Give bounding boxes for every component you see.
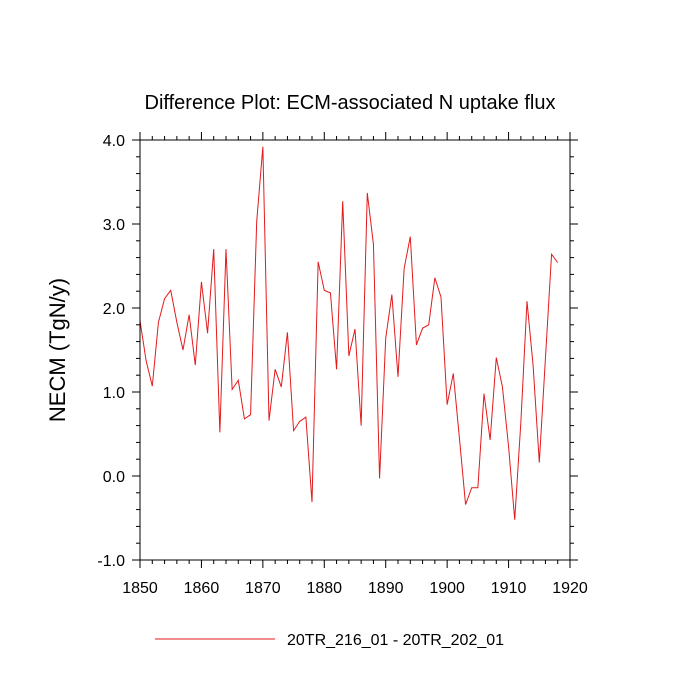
y-tick-label: 4.0 bbox=[103, 133, 125, 150]
x-tick-label: 1850 bbox=[122, 580, 158, 597]
x-tick-label: 1880 bbox=[306, 580, 342, 597]
plot-frame bbox=[139, 139, 571, 561]
x-tick-label: 1860 bbox=[184, 580, 220, 597]
y-tick-label: 2.0 bbox=[103, 301, 125, 318]
x-tick-label: 1920 bbox=[552, 580, 588, 597]
y-tick-label: 0.0 bbox=[103, 469, 125, 486]
plot-area: 1850 1860 1870 1880 1890 1900 1910 1920 -1.0 0.0 1… bbox=[97, 132, 588, 597]
y-tick-label: 1.0 bbox=[103, 385, 125, 402]
legend-entry-label: 20TR_216_01 - 20TR_202_01 bbox=[287, 632, 504, 649]
y-tick-label: -1.0 bbox=[97, 553, 125, 570]
x-tick-label: 1900 bbox=[429, 580, 465, 597]
y-axis-label: NECM (TgN/y) bbox=[45, 278, 70, 422]
x-tick-label: 1870 bbox=[245, 580, 281, 597]
x-tick-label: 1890 bbox=[368, 580, 404, 597]
x-tick-label: 1910 bbox=[491, 580, 527, 597]
y-tick-label: 3.0 bbox=[103, 217, 125, 234]
chart-title: Difference Plot: ECM-associated N uptake… bbox=[145, 92, 556, 114]
legend: 20TR_216_01 - 20TR_202_01 bbox=[155, 632, 504, 649]
series-line bbox=[139, 146, 559, 520]
